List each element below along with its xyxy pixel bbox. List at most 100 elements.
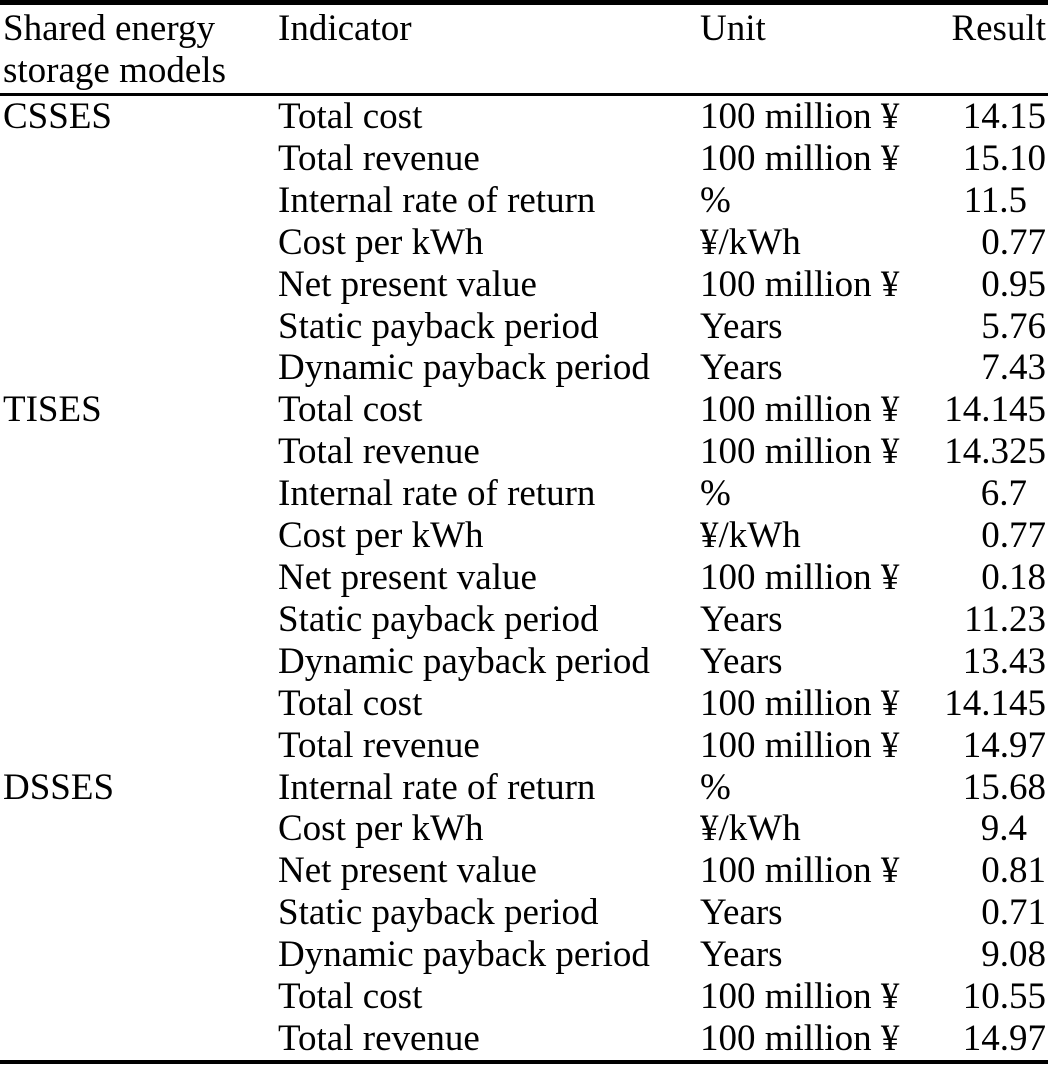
result-cell: 0.71	[944, 892, 1048, 934]
table-row: Total revenue 100 million ¥ 15.10	[0, 138, 1048, 180]
unit-cell: 100 million ¥	[700, 556, 900, 598]
result-cell: 9.08	[944, 934, 1048, 976]
unit-cell: ¥/kWh	[700, 515, 801, 557]
indicator-cell: Dynamic payback period	[278, 347, 650, 389]
unit-cell: 100 million ¥	[700, 96, 900, 137]
result-value: 0.71	[981, 892, 1046, 934]
indicator-cell: Cost per kWh	[278, 221, 484, 263]
indicator-cell: Static payback period	[278, 305, 599, 347]
unit-cell: 100 million ¥	[700, 1017, 900, 1059]
result-cell: 6.7	[944, 473, 1048, 515]
unit-cell: Years	[700, 598, 783, 640]
model-cell	[0, 892, 278, 934]
model-cell	[0, 473, 278, 515]
result-cell: 15.68	[944, 767, 1048, 809]
table-row: Static payback period Years 5.76	[0, 306, 1048, 348]
result-cell: 14.145	[944, 389, 1048, 431]
model-cell	[0, 264, 278, 306]
table-row: Cost per kWh ¥/kWh 0.77	[0, 222, 1048, 264]
unit-cell: ¥/kWh	[700, 808, 801, 850]
unit-cell: 100 million ¥	[700, 389, 900, 431]
table-row: Dynamic payback period Years 13.43	[0, 641, 1048, 683]
table-row: Static payback period Years 0.71	[0, 892, 1048, 934]
unit-cell: 100 million ¥	[700, 263, 900, 305]
column-header-indicator: Indicator	[278, 2, 700, 96]
indicator-cell: Total cost	[278, 96, 423, 137]
result-cell: 10.55	[944, 976, 1048, 1018]
model-cell: DSSES	[3, 766, 115, 808]
result-cell: 14.97	[944, 725, 1048, 767]
table-row: Total cost 100 million ¥ 10.55	[0, 976, 1048, 1018]
model-cell	[0, 222, 278, 264]
unit-cell: Years	[700, 640, 783, 682]
table-row: CSSES Total cost 100 million ¥ 14.15	[0, 95, 1048, 138]
result-cell: 9.4	[944, 808, 1048, 850]
table-row: Static payback period Years 11.23	[0, 599, 1048, 641]
column-header-models: Shared energy storage models	[0, 2, 278, 96]
table-row: Net present value 100 million ¥ 0.95	[0, 264, 1048, 306]
result-cell: 5.76	[944, 306, 1048, 348]
result-value: 9.4	[980, 808, 1027, 850]
model-cell	[0, 641, 278, 683]
indicator-cell: Total cost	[278, 682, 423, 724]
indicator-cell: Internal rate of return	[278, 766, 596, 808]
result-value: 0.95	[981, 263, 1046, 305]
table-row: Total revenue 100 million ¥ 14.97	[0, 1018, 1048, 1062]
unit-cell: 100 million ¥	[700, 724, 900, 766]
result-value: 0.77	[981, 221, 1046, 263]
model-cell	[0, 683, 278, 725]
unit-cell: Years	[700, 347, 783, 389]
column-header-unit: Unit	[700, 2, 944, 96]
indicator-cell: Total revenue	[278, 724, 480, 766]
model-cell	[0, 306, 278, 348]
result-cell: 11.5	[944, 180, 1048, 222]
result-value: 14.97	[962, 724, 1046, 766]
unit-cell: %	[700, 473, 731, 515]
unit-cell: Years	[700, 305, 783, 347]
table-row: Dynamic payback period Years 7.43	[0, 347, 1048, 389]
indicator-cell: Cost per kWh	[278, 515, 484, 557]
table-row: Total revenue 100 million ¥ 14.97	[0, 725, 1048, 767]
model-cell	[0, 1018, 278, 1062]
result-cell: 0.81	[944, 850, 1048, 892]
indicator-cell: Internal rate of return	[278, 473, 596, 515]
model-cell	[0, 431, 278, 473]
model-cell	[0, 808, 278, 850]
result-cell: 0.77	[944, 222, 1048, 264]
result-value: 15.10	[962, 137, 1046, 179]
result-value: 5.76	[981, 305, 1046, 347]
model-cell	[0, 515, 278, 557]
unit-cell: 100 million ¥	[700, 682, 900, 724]
table-row: Dynamic payback period Years 9.08	[0, 934, 1048, 976]
result-value: 14.325	[944, 431, 1046, 473]
indicator-cell: Net present value	[278, 556, 537, 598]
table-row: Total revenue 100 million ¥ 14.325	[0, 431, 1048, 473]
unit-cell: 100 million ¥	[700, 137, 900, 179]
model-cell: TISES	[3, 389, 102, 431]
table-header: Shared energy storage models Indicator U…	[0, 2, 1048, 96]
result-cell: 11.23	[944, 599, 1048, 641]
result-value: 13.43	[962, 640, 1046, 682]
indicator-cell: Total revenue	[278, 431, 480, 473]
digit-pad-spacer	[1027, 839, 1046, 840]
indicator-cell: Total cost	[278, 976, 423, 1018]
model-cell	[0, 850, 278, 892]
indicator-cell: Dynamic payback period	[278, 640, 650, 682]
result-value: 0.18	[981, 556, 1046, 598]
model-cell	[0, 934, 278, 976]
table-row: Internal rate of return% 11.5	[0, 180, 1048, 222]
table-row: Internal rate of return% 6.7	[0, 473, 1048, 515]
result-value: 0.77	[981, 515, 1046, 557]
table-row: Cost per kWh ¥/kWh 9.4	[0, 808, 1048, 850]
result-value: 9.08	[981, 934, 1046, 976]
indicator-cell: Dynamic payback period	[278, 934, 650, 976]
unit-cell: Years	[700, 934, 783, 976]
table-row: DSSES Internal rate of return% 15.68	[0, 767, 1048, 809]
unit-cell: %	[700, 179, 731, 221]
indicator-cell: Total revenue	[278, 137, 480, 179]
table-row: Total cost 100 million ¥ 14.145	[0, 683, 1048, 725]
digit-pad-spacer	[1027, 504, 1046, 505]
indicator-cell: Static payback period	[278, 598, 599, 640]
unit-cell: 100 million ¥	[700, 850, 900, 892]
